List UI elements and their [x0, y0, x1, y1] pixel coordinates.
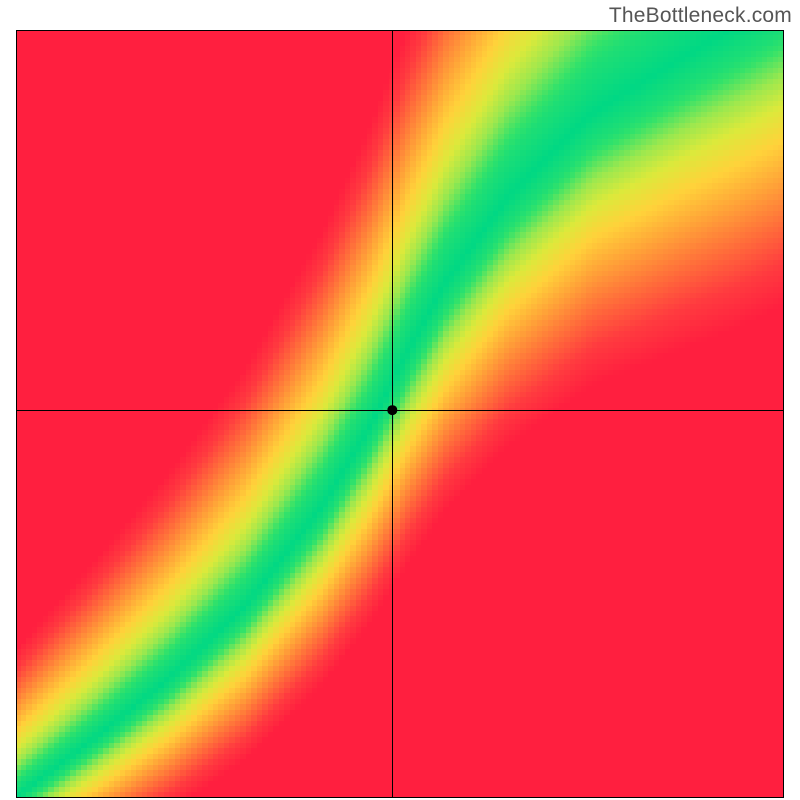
heatmap-canvas [16, 30, 784, 798]
heatmap-plot [16, 30, 784, 798]
watermark-text: TheBottleneck.com [609, 4, 792, 28]
